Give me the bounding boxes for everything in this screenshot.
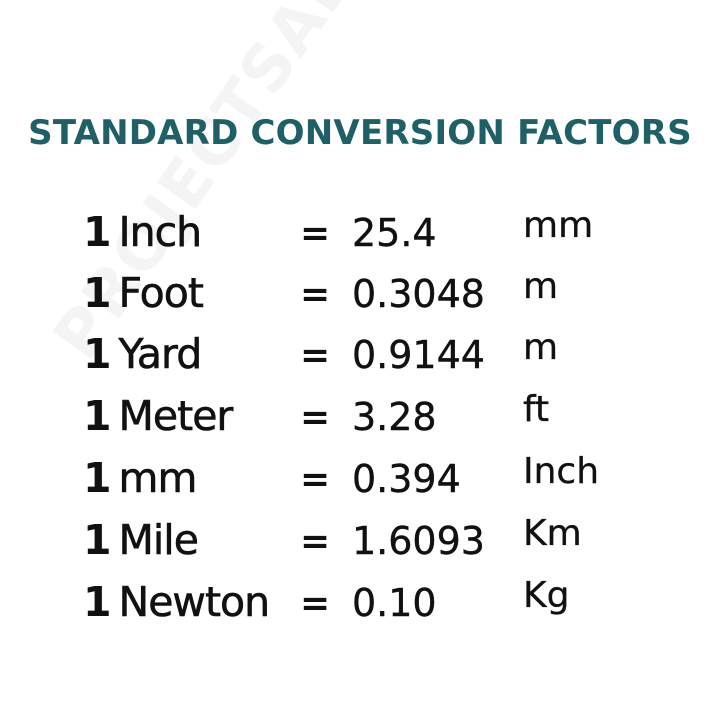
conversion-value: 0.3048	[352, 272, 485, 316]
conversion-row: 1 mm = 0.394 Inch	[0, 453, 720, 518]
to-unit: m	[523, 266, 559, 307]
from-unit: Inch	[118, 208, 202, 256]
equals-sign: =	[300, 397, 331, 438]
from-count: 1	[83, 516, 112, 564]
from-count: 1	[83, 269, 112, 317]
to-unit: m	[523, 327, 559, 368]
from-quantity: 1 Yard	[83, 330, 203, 378]
from-unit: Newton	[118, 578, 270, 626]
from-quantity: 1 Mile	[83, 516, 199, 564]
from-unit: Mile	[118, 516, 199, 564]
from-quantity: 1 Foot	[83, 269, 204, 317]
conversion-value: 0.394	[352, 457, 461, 501]
conversion-row: 1 Meter = 3.28 ft	[0, 391, 720, 456]
from-count: 1	[83, 330, 112, 378]
conversion-value: 0.9144	[352, 333, 485, 377]
from-unit: mm	[118, 454, 197, 502]
from-quantity: 1 Newton	[83, 578, 270, 626]
equals-sign: =	[300, 521, 331, 562]
from-count: 1	[83, 208, 112, 256]
to-unit: Kg	[523, 575, 570, 616]
equals-sign: =	[300, 213, 331, 254]
from-count: 1	[83, 392, 112, 440]
from-count: 1	[83, 578, 112, 626]
page-title: STANDARD CONVERSION FACTORS	[28, 113, 692, 153]
to-unit: ft	[523, 389, 550, 430]
conversion-row: 1 Newton = 0.10 Kg	[0, 577, 720, 642]
conversion-row: 1 Inch = 25.4 mm	[0, 207, 720, 272]
from-quantity: 1 Meter	[83, 392, 234, 440]
equals-sign: =	[300, 335, 331, 376]
from-unit: Meter	[118, 392, 233, 440]
conversion-row: 1 Foot = 0.3048 m	[0, 268, 720, 333]
from-quantity: 1 Inch	[83, 208, 202, 256]
conversion-row: 1 Yard = 0.9144 m	[0, 329, 720, 394]
from-count: 1	[83, 454, 112, 502]
equals-sign: =	[300, 274, 331, 315]
conversion-value: 25.4	[352, 211, 437, 255]
to-unit: Inch	[523, 451, 600, 492]
from-quantity: 1 mm	[83, 454, 198, 502]
conversion-value: 3.28	[352, 395, 437, 439]
equals-sign: =	[300, 459, 331, 500]
to-unit: Km	[523, 513, 582, 554]
from-unit: Foot	[118, 269, 204, 317]
conversion-row: 1 Mile = 1.6093 Km	[0, 515, 720, 580]
equals-sign: =	[300, 583, 331, 624]
conversion-value: 1.6093	[352, 519, 485, 563]
from-unit: Yard	[118, 330, 202, 378]
to-unit: mm	[523, 205, 594, 246]
conversion-value: 0.10	[352, 581, 437, 625]
